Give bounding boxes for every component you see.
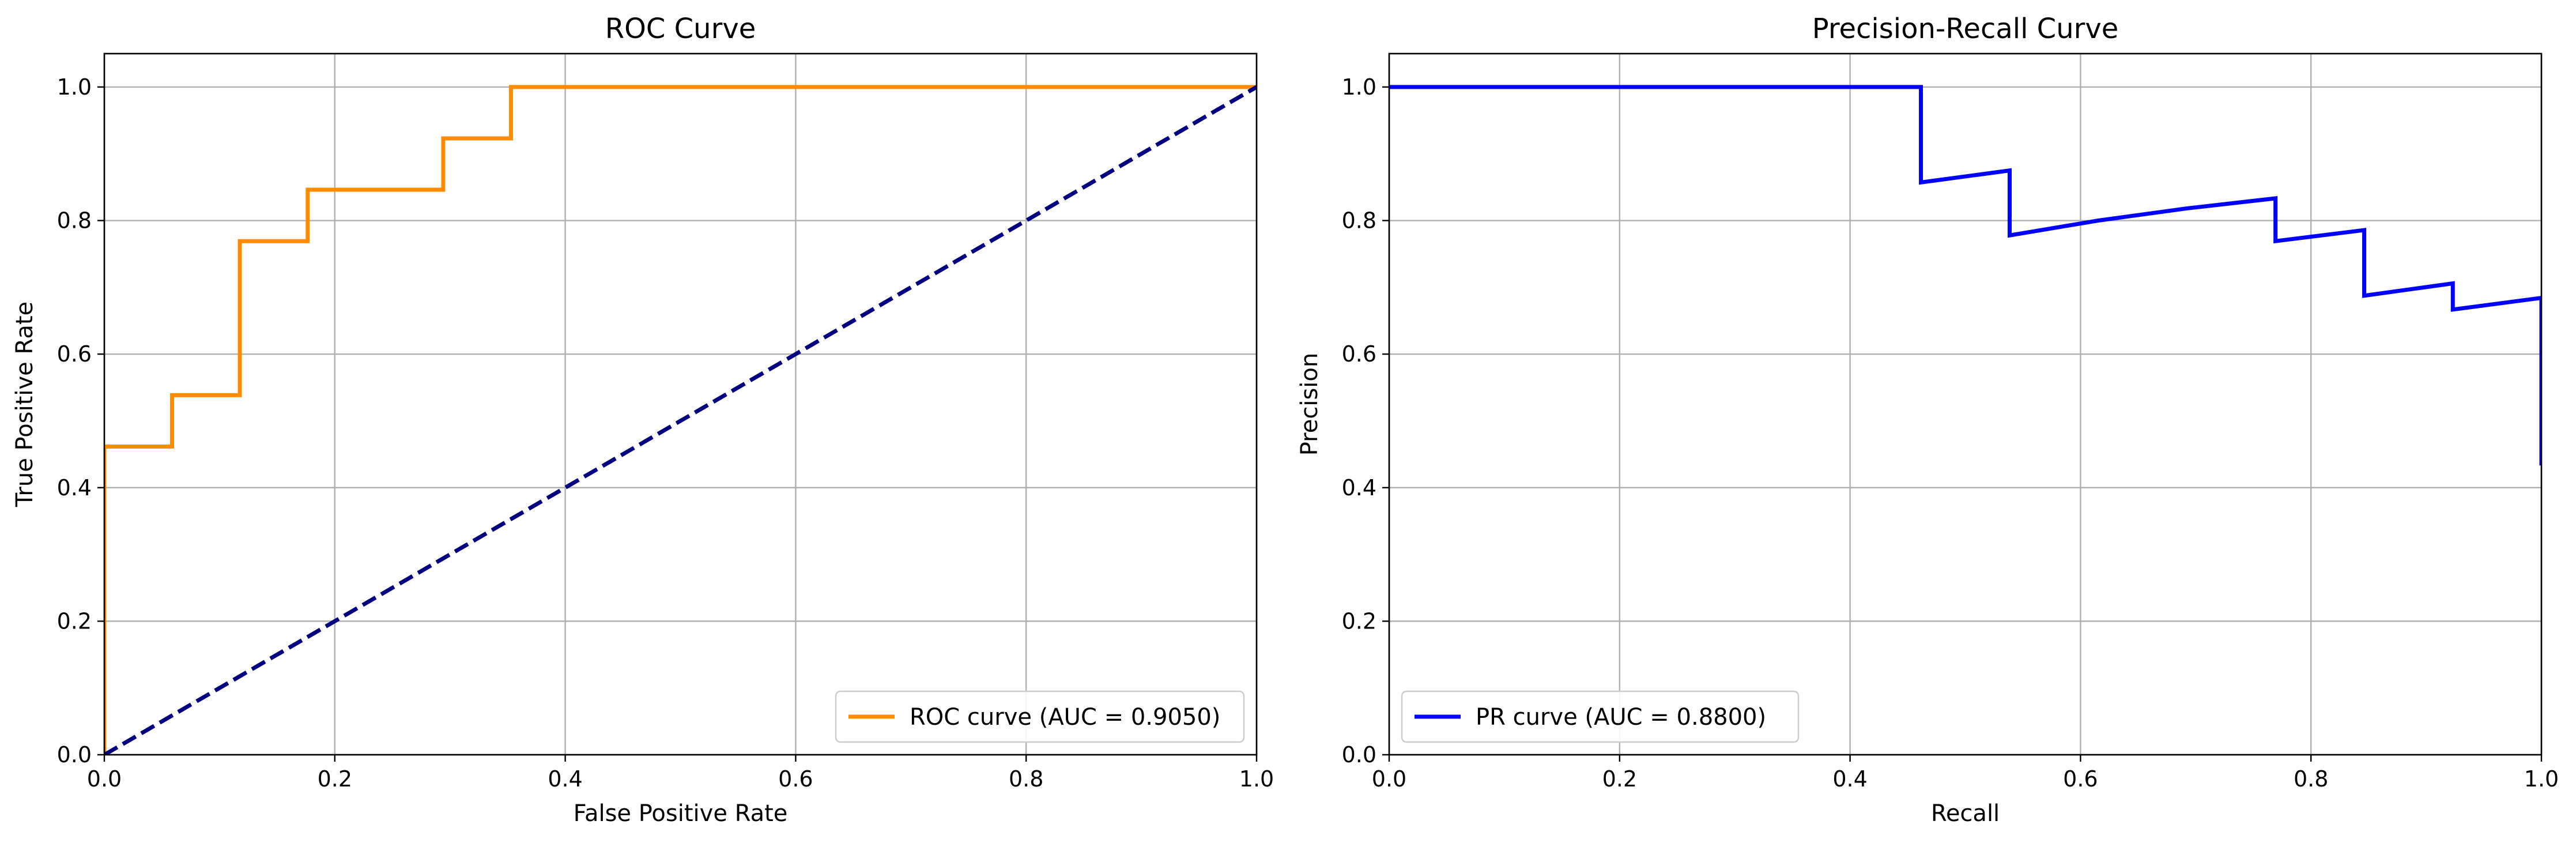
grid bbox=[1388, 54, 2543, 756]
y-tick-label: 0.4 bbox=[57, 475, 92, 500]
grid bbox=[103, 54, 1258, 756]
y-tick-label: 0.0 bbox=[57, 742, 92, 767]
chart-title: ROC Curve bbox=[605, 13, 756, 45]
y-axis-label: True Positive Rate bbox=[12, 302, 38, 507]
curve-line bbox=[104, 85, 1257, 755]
y-tick-label: 1.0 bbox=[1342, 74, 1376, 100]
y-tick-label: 0.2 bbox=[57, 608, 92, 634]
y-tick-label: 0.8 bbox=[1342, 208, 1376, 234]
ticks: 0.0 0.2 0.4 0.6 0.8 1.0 0.0 0.2 0.4 0.6 0.8 1.0 bbox=[1342, 74, 2559, 792]
y-tick-label: 0.6 bbox=[57, 341, 92, 367]
x-axis-label: Recall bbox=[1931, 800, 2000, 827]
x-tick-label: 1.0 bbox=[2524, 766, 2559, 792]
legend-label: PR curve (AUC = 0.8800) bbox=[1476, 704, 1766, 731]
legend: ROC curve (AUC = 0.9050) bbox=[835, 690, 1245, 743]
x-tick-label: 0.6 bbox=[778, 766, 813, 792]
series-group bbox=[1389, 85, 2541, 466]
legend-label: ROC curve (AUC = 0.9050) bbox=[910, 704, 1220, 731]
x-tick-label: 0.8 bbox=[2294, 766, 2328, 792]
axes-frame bbox=[103, 52, 1258, 756]
x-tick-label: 0.4 bbox=[1832, 766, 1867, 792]
axes-frame bbox=[1388, 52, 2543, 756]
y-tick-label: 0.6 bbox=[1342, 341, 1376, 367]
y-tick-label: 0.0 bbox=[1342, 742, 1376, 767]
roc-chart: 0.0 0.2 0.4 0.6 0.8 1.0 0.0 0.2 0.4 0.6 0.8 1.0 ROC … bbox=[12, 13, 1274, 827]
chart-title: Precision-Recall Curve bbox=[1812, 13, 2119, 45]
ticks: 0.0 0.2 0.4 0.6 0.8 1.0 0.0 0.2 0.4 0.6 0.8 1.0 bbox=[57, 74, 1274, 792]
x-tick-label: 1.0 bbox=[1239, 766, 1274, 792]
y-axis-label: Precision bbox=[1296, 353, 1323, 456]
x-tick-label: 0.0 bbox=[87, 766, 122, 792]
legend-box bbox=[835, 690, 1245, 743]
x-axis-label: False Positive Rate bbox=[574, 800, 788, 827]
y-tick-label: 0.4 bbox=[1342, 475, 1376, 500]
x-tick-label: 0.2 bbox=[318, 766, 352, 792]
x-tick-label: 0.8 bbox=[1009, 766, 1043, 792]
y-tick-label: 0.2 bbox=[1342, 608, 1376, 634]
y-tick-label: 0.8 bbox=[57, 208, 92, 234]
legend-box bbox=[1401, 690, 1800, 743]
x-tick-label: 0.0 bbox=[1372, 766, 1406, 792]
curve-line bbox=[1389, 85, 2541, 466]
chance-diagonal-line bbox=[104, 85, 1257, 755]
x-tick-label: 0.2 bbox=[1602, 766, 1637, 792]
x-tick-label: 0.4 bbox=[548, 766, 582, 792]
x-tick-label: 0.6 bbox=[2063, 766, 2098, 792]
legend: PR curve (AUC = 0.8800) bbox=[1401, 690, 1800, 743]
y-tick-label: 1.0 bbox=[57, 74, 92, 100]
precision-recall-chart: 0.0 0.2 0.4 0.6 0.8 1.0 0.0 0.2 0.4 0.6 0.8 1.0 Prec… bbox=[1296, 13, 2559, 827]
series-group bbox=[104, 85, 1257, 755]
